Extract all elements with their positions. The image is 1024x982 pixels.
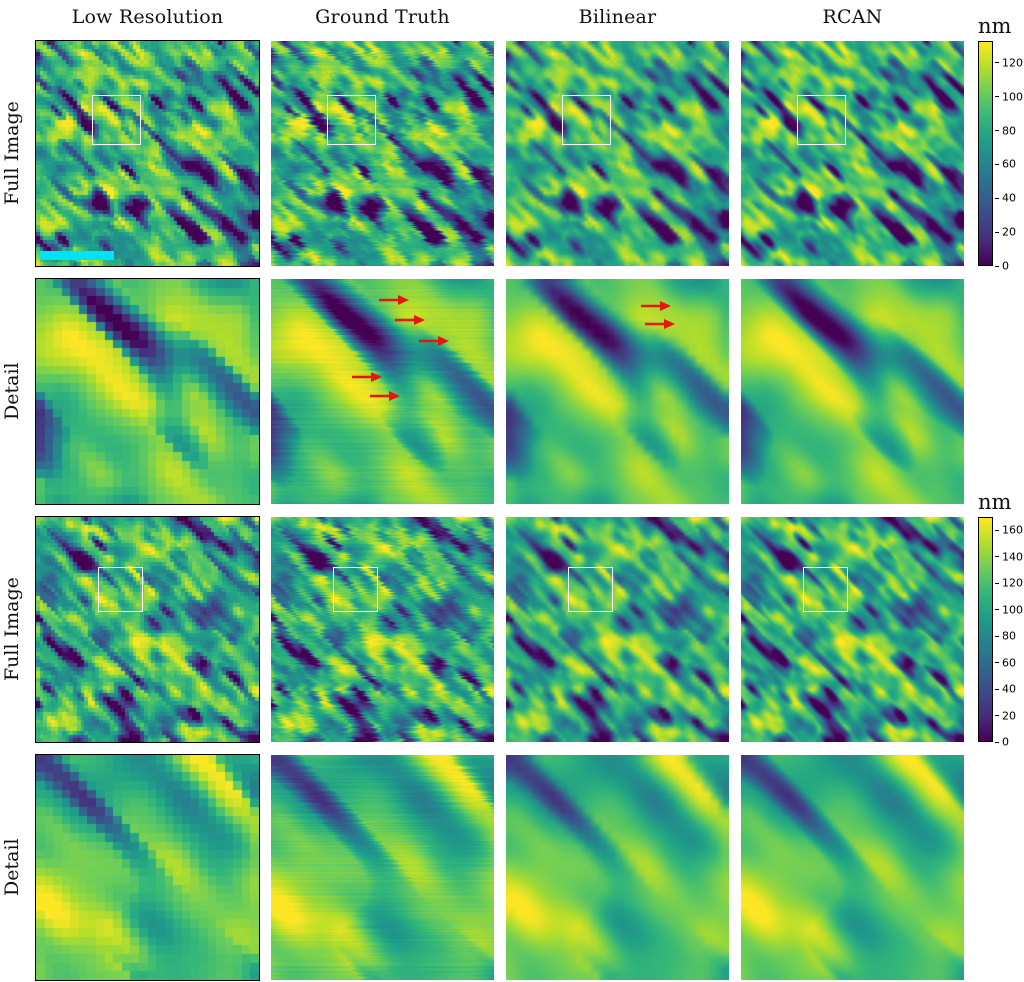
row-label-detail-1: Detail <box>1 362 23 421</box>
spacer <box>0 2 24 28</box>
panel-full-1-bilinear <box>506 41 729 266</box>
afm-image-canvas-full-1-low-resolution <box>36 41 259 266</box>
afm-image-canvas-detail-1-ground-truth <box>271 279 494 504</box>
afm-image-canvas-detail-2-rcan <box>741 755 964 980</box>
colorbar-tick-mark <box>995 715 999 717</box>
colorbar-tick-mark <box>995 163 999 165</box>
annotation-arrow-icon <box>351 371 383 383</box>
colorbar-tick-label: 0 <box>1002 259 1009 273</box>
colorbar-tick-label: 80 <box>1002 124 1016 138</box>
colorbar-1-unit-label: nm <box>978 14 1012 38</box>
panel-full-1-ground-truth <box>271 41 494 266</box>
colorbar-2-unit-label: nm <box>978 490 1012 514</box>
colorbar-tick-label: 160 <box>1002 523 1023 537</box>
afm-image-canvas-detail-1-bilinear <box>506 279 729 504</box>
column-title-bilinear: Bilinear <box>578 6 657 28</box>
row-label-full-image-1: Full Image <box>1 101 23 206</box>
colorbar-tick-mark <box>995 231 999 233</box>
spacer <box>976 279 1022 504</box>
colorbar-tick-label: 40 <box>1002 682 1016 696</box>
colorbar-tick-mark <box>995 197 999 199</box>
spacer <box>976 755 1022 980</box>
colorbar-1-gradient <box>978 41 993 266</box>
panel-detail-1-rcan <box>741 279 964 504</box>
afm-image-canvas-full-1-ground-truth <box>271 41 494 266</box>
colorbar-tick-label: 100 <box>1002 603 1023 617</box>
colorbar-tick-label: 60 <box>1002 656 1016 670</box>
colorbar-tick-mark <box>995 96 999 98</box>
afm-image-canvas-detail-1-low-resolution <box>36 279 259 504</box>
colorbar-2: nm 160 140 120 100 80 60 40 20 0 <box>976 490 1023 749</box>
colorbar-tick-label: 40 <box>1002 191 1016 205</box>
colorbar-tick-label: 120 <box>1002 56 1023 70</box>
panel-detail-2-bilinear <box>506 755 729 980</box>
panel-detail-2-ground-truth <box>271 755 494 980</box>
afm-image-canvas-full-2-bilinear <box>506 517 729 742</box>
colorbar-tick-label: 120 <box>1002 576 1023 590</box>
annotation-arrow-icon <box>369 390 401 402</box>
column-title-ground-truth: Ground Truth <box>315 6 450 28</box>
inset-region-box <box>796 95 846 145</box>
colorbar-tick-mark <box>995 741 999 743</box>
colorbar-tick-label: 20 <box>1002 709 1016 723</box>
annotation-arrow-icon <box>418 335 450 347</box>
inset-region-box <box>803 566 849 612</box>
colorbar-tick-label: 100 <box>1002 90 1023 104</box>
panel-full-1-rcan <box>741 41 964 266</box>
colorbar-tick-mark <box>995 688 999 690</box>
colorbar-tick-mark <box>995 556 999 558</box>
panel-detail-1-low-resolution <box>35 278 260 505</box>
afm-image-canvas-full-1-rcan <box>741 41 964 266</box>
column-title-low-resolution: Low Resolution <box>71 6 224 28</box>
panel-full-2-bilinear <box>506 517 729 742</box>
colorbar-tick-mark <box>995 265 999 267</box>
afm-image-canvas-detail-2-low-resolution <box>36 755 259 980</box>
row-label-detail-2: Detail <box>1 838 23 897</box>
afm-image-canvas-detail-2-bilinear <box>506 755 729 980</box>
colorbar-tick-mark <box>995 130 999 132</box>
panel-full-2-rcan <box>741 517 964 742</box>
afm-image-canvas-detail-1-rcan <box>741 279 964 504</box>
inset-region-box <box>568 566 614 612</box>
panel-detail-1-ground-truth <box>271 279 494 504</box>
annotation-arrow-icon <box>640 300 672 312</box>
inset-region-box <box>91 95 141 145</box>
annotation-arrow-icon <box>644 318 676 330</box>
colorbar-tick-mark <box>995 609 999 611</box>
panel-detail-2-rcan <box>741 755 964 980</box>
colorbar-2-gradient <box>978 517 993 742</box>
inset-region-box <box>98 566 144 612</box>
afm-image-canvas-full-1-bilinear <box>506 41 729 266</box>
afm-image-canvas-full-2-low-resolution <box>36 517 259 742</box>
annotation-arrow-icon <box>394 314 426 326</box>
panel-detail-1-bilinear <box>506 279 729 504</box>
colorbar-tick-mark <box>995 529 999 531</box>
panel-full-2-low-resolution <box>35 516 260 743</box>
panel-detail-2-low-resolution <box>35 754 260 981</box>
inset-region-box <box>561 95 611 145</box>
colorbar-tick-label: 80 <box>1002 629 1016 643</box>
afm-image-canvas-full-2-rcan <box>741 517 964 742</box>
panel-full-1-low-resolution <box>35 40 260 267</box>
annotation-arrow-icon <box>378 294 410 306</box>
afm-image-canvas-full-2-ground-truth <box>271 517 494 742</box>
colorbar-tick-label: 0 <box>1002 735 1009 749</box>
colorbar-1: nm 120 100 80 60 40 20 0 <box>976 14 1023 273</box>
panel-full-2-ground-truth <box>271 517 494 742</box>
row-label-full-image-2: Full Image <box>1 577 23 682</box>
column-title-rcan: RCAN <box>822 6 883 28</box>
colorbar-tick-mark <box>995 582 999 584</box>
afm-image-canvas-detail-2-ground-truth <box>271 755 494 980</box>
inset-region-box <box>326 95 376 145</box>
colorbar-tick-label: 140 <box>1002 550 1023 564</box>
colorbar-tick-label: 20 <box>1002 225 1016 239</box>
colorbar-tick-mark <box>995 62 999 64</box>
scale-bar <box>40 251 115 261</box>
colorbar-tick-mark <box>995 662 999 664</box>
colorbar-tick-mark <box>995 635 999 637</box>
inset-region-box <box>333 566 379 612</box>
colorbar-tick-label: 60 <box>1002 157 1016 171</box>
